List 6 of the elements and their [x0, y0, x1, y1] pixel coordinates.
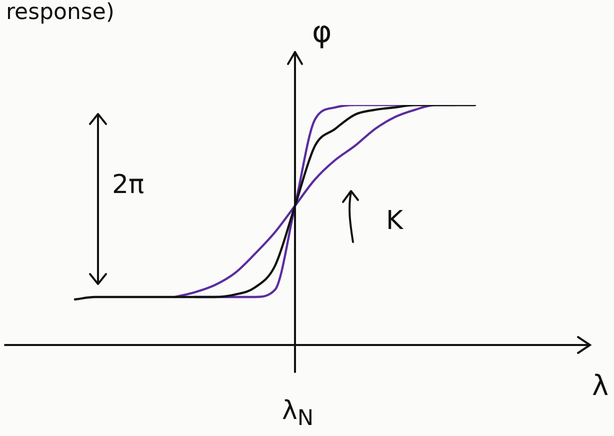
y-axis-title: φ: [312, 15, 332, 50]
annotation: 2π: [112, 170, 144, 200]
text: response): [6, 0, 115, 25]
x-axis-title: λ: [592, 369, 609, 402]
text: λ$_{N}$: [282, 396, 314, 432]
annotation: K: [386, 206, 404, 236]
